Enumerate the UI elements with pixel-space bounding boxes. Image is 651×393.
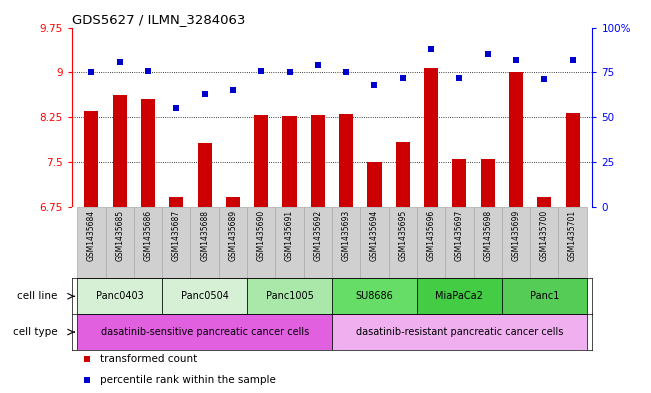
Bar	[566, 113, 579, 207]
Point	[86, 69, 96, 75]
Bar	[452, 159, 467, 207]
Point	[454, 75, 465, 81]
Bar	[247, 278, 332, 314]
Bar	[77, 278, 162, 314]
Text: dasatinib-sensitive pancreatic cancer cells: dasatinib-sensitive pancreatic cancer ce…	[100, 327, 309, 337]
Text: GDS5627 / ILMN_3284063: GDS5627 / ILMN_3284063	[72, 13, 245, 26]
Text: GSM1435690: GSM1435690	[256, 210, 266, 261]
Text: GSM1435698: GSM1435698	[483, 210, 492, 261]
Bar	[424, 68, 438, 207]
Point	[568, 57, 578, 63]
Bar	[509, 72, 523, 207]
Text: dasatinib-resistant pancreatic cancer cells: dasatinib-resistant pancreatic cancer ce…	[355, 327, 563, 337]
Point	[426, 46, 436, 52]
Point	[115, 59, 125, 65]
Text: GSM1435693: GSM1435693	[342, 210, 351, 261]
Bar	[275, 207, 304, 278]
Bar	[332, 278, 417, 314]
Bar	[247, 207, 275, 278]
Text: GSM1435687: GSM1435687	[172, 210, 181, 261]
Text: GSM1435696: GSM1435696	[426, 210, 436, 261]
Point	[341, 69, 352, 75]
Bar	[77, 207, 105, 278]
Text: GSM1435685: GSM1435685	[115, 210, 124, 261]
Bar	[283, 116, 297, 207]
Point	[228, 87, 238, 94]
Text: cell type: cell type	[13, 327, 57, 337]
Bar	[134, 207, 162, 278]
Text: MiaPaCa2: MiaPaCa2	[436, 291, 483, 301]
Bar	[537, 196, 551, 207]
Text: GSM1435691: GSM1435691	[285, 210, 294, 261]
Bar	[332, 207, 360, 278]
Text: GSM1435697: GSM1435697	[455, 210, 464, 261]
Text: GSM1435700: GSM1435700	[540, 210, 549, 261]
Text: SU8686: SU8686	[355, 291, 393, 301]
Bar	[445, 207, 473, 278]
Bar	[141, 99, 155, 207]
Bar	[473, 207, 502, 278]
Point	[199, 91, 210, 97]
Text: Panc0403: Panc0403	[96, 291, 144, 301]
Bar	[77, 314, 332, 350]
Bar	[162, 278, 247, 314]
Text: Panc1: Panc1	[530, 291, 559, 301]
Bar	[197, 143, 212, 207]
Point	[469, 89, 479, 95]
Bar	[226, 196, 240, 207]
Bar	[396, 141, 410, 207]
Text: GSM1435688: GSM1435688	[200, 210, 209, 261]
Text: percentile rank within the sample: percentile rank within the sample	[100, 375, 276, 386]
Point	[312, 62, 323, 68]
Point	[398, 75, 408, 81]
Bar	[417, 207, 445, 278]
Text: GSM1435694: GSM1435694	[370, 210, 379, 261]
Text: GSM1435695: GSM1435695	[398, 210, 408, 261]
Bar	[559, 207, 587, 278]
Text: cell line: cell line	[17, 291, 57, 301]
Point	[539, 76, 549, 83]
Bar	[254, 115, 268, 207]
Bar	[311, 115, 325, 207]
Bar	[332, 314, 587, 350]
Bar	[480, 159, 495, 207]
Point	[369, 82, 380, 88]
Text: transformed count: transformed count	[100, 354, 197, 364]
Bar	[105, 207, 134, 278]
Point	[143, 67, 153, 73]
Bar	[339, 114, 353, 207]
Point	[171, 105, 182, 111]
Bar	[85, 111, 98, 207]
Text: GSM1435684: GSM1435684	[87, 210, 96, 261]
Text: GSM1435686: GSM1435686	[143, 210, 152, 261]
Bar	[367, 162, 381, 207]
Text: GSM1435701: GSM1435701	[568, 210, 577, 261]
Bar	[113, 95, 127, 207]
Text: GSM1435699: GSM1435699	[512, 210, 521, 261]
Bar	[169, 196, 184, 207]
Bar	[389, 207, 417, 278]
Bar	[304, 207, 332, 278]
Text: GSM1435689: GSM1435689	[229, 210, 238, 261]
Point	[284, 69, 295, 75]
Bar	[360, 207, 389, 278]
Text: Panc1005: Panc1005	[266, 291, 314, 301]
Bar	[502, 207, 530, 278]
Point	[482, 51, 493, 57]
Bar	[191, 207, 219, 278]
Bar	[530, 207, 559, 278]
Text: GSM1435692: GSM1435692	[313, 210, 322, 261]
Point	[511, 57, 521, 63]
Bar	[502, 278, 587, 314]
Bar	[417, 278, 502, 314]
Point	[469, 288, 479, 294]
Text: Panc0504: Panc0504	[181, 291, 229, 301]
Point	[256, 67, 266, 73]
Bar	[219, 207, 247, 278]
Bar	[162, 207, 191, 278]
